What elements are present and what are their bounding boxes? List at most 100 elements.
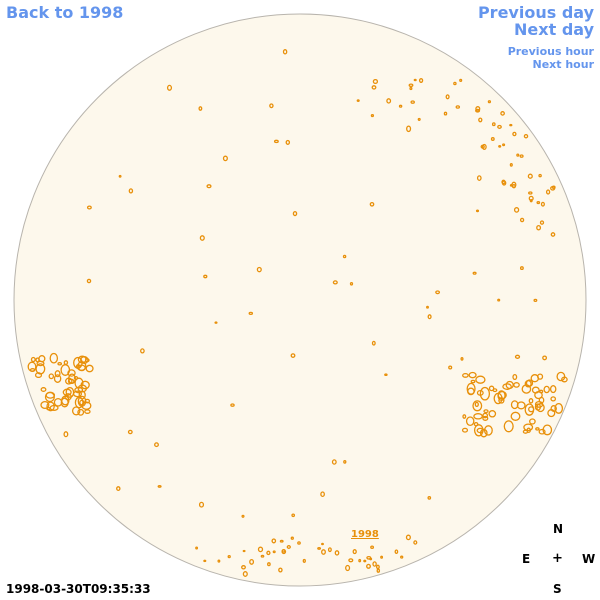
contour-speck (279, 539, 284, 543)
next-day-link[interactable]: Next day (514, 20, 594, 39)
contour-speck (519, 154, 524, 158)
contour-speck (44, 391, 55, 403)
contour-speck (332, 280, 338, 285)
contour-speck (509, 123, 513, 127)
contour-speck (290, 536, 294, 540)
contour-speck (370, 114, 375, 118)
contour-speck (222, 155, 228, 162)
contour-speck (468, 371, 477, 379)
compass-north: N (553, 522, 564, 536)
contour-speck (72, 390, 83, 398)
contour-speck (556, 371, 566, 382)
contour-speck (85, 364, 94, 373)
contour-speck (349, 281, 354, 286)
contour-speck (272, 550, 276, 554)
contour-speck (549, 385, 557, 394)
contour-speck (460, 357, 464, 361)
contour-speck (356, 99, 360, 102)
contour-speck (71, 406, 81, 416)
contour-speck (528, 195, 534, 202)
contour-speck (512, 131, 517, 137)
contour-speck (514, 354, 521, 359)
contour-speck (269, 103, 274, 109)
contour-speck (529, 418, 536, 425)
contour-speck (502, 383, 512, 390)
contour-speck (413, 540, 418, 545)
contour-speck (488, 410, 497, 418)
year-label-link[interactable]: 1998 (351, 529, 379, 540)
contour-speck (545, 189, 551, 195)
contour-speck (480, 144, 485, 149)
contour-speck (408, 83, 414, 87)
previous-hour-link[interactable]: Previous hour (507, 45, 594, 58)
contour-speck (550, 405, 557, 412)
contour-speck (525, 379, 534, 387)
contour-speck (227, 554, 231, 559)
contour-speck (380, 555, 384, 559)
contour-speck (242, 549, 246, 553)
contour-speck (498, 145, 502, 148)
contour-speck (482, 415, 489, 421)
contour-speck (509, 163, 513, 167)
contour-speck (199, 235, 205, 241)
contour-speck (461, 427, 469, 433)
contour-speck (54, 370, 61, 378)
contour-speck (203, 559, 207, 563)
contour-speck (203, 274, 208, 279)
contour-speck (519, 217, 525, 223)
contour-speck (474, 401, 479, 408)
contour-speck (65, 377, 73, 385)
contour-speck (371, 85, 377, 90)
compass-south: S (553, 582, 562, 596)
contour-speck (505, 380, 514, 390)
contour-speck (302, 558, 306, 563)
contour-speck (492, 388, 498, 393)
contour-speck (30, 356, 36, 363)
contour-speck (63, 431, 69, 438)
contour-speck (363, 559, 367, 563)
contour-speck (529, 199, 533, 203)
contour-speck (497, 298, 501, 302)
contour-speck (443, 111, 448, 116)
contour-speck (384, 373, 388, 377)
contour-speck (195, 546, 199, 550)
contour-speck (63, 360, 69, 366)
contour-speck (550, 232, 556, 237)
contour-speck (343, 460, 347, 464)
contour-speck (74, 396, 84, 409)
contour-speck (534, 391, 543, 400)
contour-speck (77, 355, 87, 364)
contour-speck (536, 403, 545, 413)
contour-speck (77, 408, 85, 416)
contour-speck (488, 385, 495, 392)
contour-speck (550, 185, 556, 191)
contour-speck (394, 549, 399, 555)
next-hour-link[interactable]: Next hour (532, 58, 595, 71)
contour-speck (369, 201, 375, 207)
contour-speck (290, 353, 296, 358)
contour-speck (334, 550, 340, 556)
contour-speck (459, 78, 463, 83)
contour-speck (487, 100, 492, 104)
contour-speck (542, 424, 553, 436)
contour-speck (321, 549, 326, 555)
contour-speck (40, 400, 50, 410)
previous-day-link[interactable]: Previous day (477, 3, 594, 22)
contour-speck (453, 81, 457, 86)
contour-speck (455, 105, 461, 109)
contour-speck (256, 266, 262, 273)
contour-speck (73, 376, 79, 380)
contour-speck (40, 387, 47, 392)
contour-speck (242, 571, 248, 577)
back-to-year-link[interactable]: Back to 1998 (6, 3, 124, 22)
contour-speck (542, 355, 548, 361)
compass-center-crosshair: + (552, 551, 563, 566)
contour-speck (462, 414, 467, 419)
contour-speck (540, 201, 545, 207)
contour-speck (512, 373, 518, 381)
contour-speck (561, 376, 568, 383)
contour-speck (497, 124, 502, 129)
contour-speck (241, 514, 245, 518)
contour-speck (352, 549, 357, 555)
contour-speck (118, 174, 122, 178)
